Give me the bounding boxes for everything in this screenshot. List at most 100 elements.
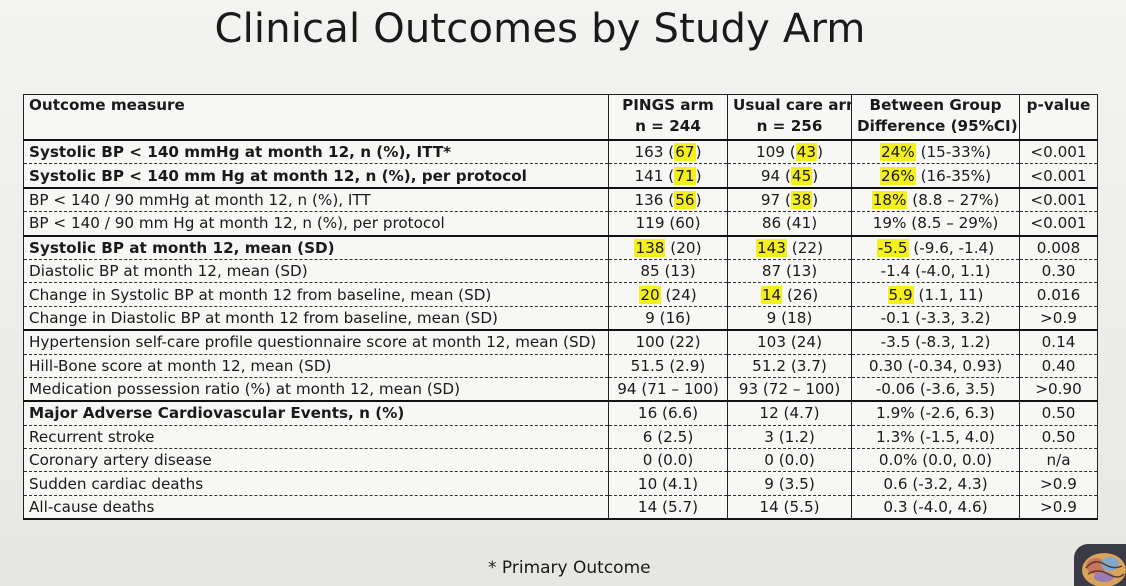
highlight: -5.5 — [876, 238, 909, 257]
table-row: BP < 140 / 90 mm Hg at month 12, n (%), … — [23, 211, 1098, 237]
group-difference-value: 26% (16-35%) — [851, 163, 1020, 189]
table-row: Systolic BP at month 12, mean (SD) 138 (2… — [23, 234, 1098, 260]
table-row: Coronary artery disease 0 (0.0) 0 (0.0) 0.0… — [23, 448, 1098, 473]
group-difference-value: -5.5 (-9.6, -1.4) — [851, 234, 1020, 260]
pings-arm-value: 51.5 (2.9) — [608, 353, 728, 378]
pings-arm-value: 141 (71) — [608, 163, 728, 189]
usual-care-value: 86 (41) — [727, 211, 852, 237]
usual-care-value: 12 (4.7) — [727, 400, 852, 426]
table-row: Medication possession ratio (%) at month… — [23, 376, 1098, 402]
pings-arm-value: 163 (67) — [608, 139, 728, 165]
outcome-label: Systolic BP at month 12, mean (SD) — [23, 234, 609, 260]
usual-care-value: 3 (1.2) — [727, 424, 852, 450]
usual-care-value: 14 (26) — [727, 282, 852, 307]
highlight: 143 — [755, 238, 787, 257]
usual-care-value: 0 (0.0) — [727, 448, 852, 473]
highlight: 67 — [674, 143, 696, 162]
table-row: Change in Diastolic BP at month 12 from … — [23, 305, 1098, 331]
footnote: * Primary Outcome — [488, 558, 651, 578]
highlight: 43 — [795, 143, 818, 162]
pings-arm-value: 85 (13) — [608, 258, 728, 284]
usual-care-value: 93 (72 – 100) — [727, 376, 852, 402]
group-difference-value: 18% (8.8 – 27%) — [851, 186, 1020, 213]
usual-care-value: 9 (3.5) — [727, 471, 852, 496]
p-value: <0.001 — [1019, 186, 1098, 213]
pings-arm-value: 20 (24) — [608, 282, 728, 307]
table-row: Hill-Bone score at month 12, mean (SD) 51… — [23, 353, 1098, 378]
p-value: n/a — [1019, 448, 1098, 473]
table-row: All-cause deaths 14 (5.7) 14 (5.5) 0.3 (-4.… — [23, 494, 1098, 521]
group-difference-value: 0.0% (0.0, 0.0) — [851, 448, 1020, 473]
p-value: 0.14 — [1019, 329, 1098, 355]
highlight: 45 — [790, 166, 813, 185]
pings-arm-value: 100 (22) — [608, 329, 728, 355]
usual-care-value: 14 (5.5) — [727, 494, 852, 521]
header-between-group-difference: Between Group Difference (95%CI) — [851, 94, 1020, 141]
usual-care-value: 51.2 (3.7) — [727, 353, 852, 378]
group-difference-value: -1.4 (-4.0, 1.1) — [851, 258, 1020, 284]
slide-title: Clinical Outcomes by Study Arm — [214, 6, 866, 52]
outcome-label: Change in Systolic BP at month 12 from b… — [23, 282, 609, 307]
p-value: 0.50 — [1019, 400, 1098, 426]
outcome-label: Coronary artery disease — [23, 448, 609, 473]
group-difference-value: 19% (8.5 – 29%) — [851, 211, 1020, 237]
pings-arm-value: 6 (2.5) — [608, 424, 728, 450]
header-pings-arm: PINGS arm n = 244 — [608, 94, 728, 141]
p-value: >0.90 — [1019, 376, 1098, 402]
highlight: 5.9 — [887, 285, 914, 304]
outcome-label: BP < 140 / 90 mmHg at month 12, n (%), I… — [23, 186, 609, 213]
group-difference-value: 1.9% (-2.6, 6.3) — [851, 400, 1020, 426]
p-value: >0.9 — [1019, 305, 1098, 331]
header-usual-care-arm: Usual care arm n = 256 — [727, 94, 852, 141]
table-row: Recurrent stroke 6 (2.5) 3 (1.2) 1.3% (-1.5… — [23, 424, 1098, 450]
pings-arm-value: 9 (16) — [608, 305, 728, 331]
pings-arm-value: 138 (20) — [608, 234, 728, 260]
table-header: Outcome measure PINGS arm n = 244 Usual c… — [23, 94, 1098, 141]
highlight: 26% — [879, 166, 916, 185]
p-value: 0.40 — [1019, 353, 1098, 378]
p-value: 0.016 — [1019, 282, 1098, 307]
table-row: Sudden cardiac deaths 10 (4.1) 9 (3.5) 0.6 … — [23, 471, 1098, 496]
p-value: >0.9 — [1019, 471, 1098, 496]
table-row: Systolic BP < 140 mm Hg at month 12, n (… — [23, 163, 1098, 189]
usual-care-value: 97 (38) — [727, 186, 852, 213]
table-row: Systolic BP < 140 mmHg at month 12, n (%… — [23, 139, 1098, 165]
highlight: 20 — [639, 285, 661, 304]
p-value: <0.001 — [1019, 211, 1098, 237]
outcomes-table: Outcome measure PINGS arm n = 244 Usual c… — [23, 94, 1098, 521]
table-row: Change in Systolic BP at month 12 from b… — [23, 282, 1098, 307]
usual-care-value: 103 (24) — [727, 329, 852, 355]
usual-care-value: 94 (45) — [727, 163, 852, 189]
pings-arm-value: 16 (6.6) — [608, 400, 728, 426]
outcome-label: Major Adverse Cardiovascular Events, n (… — [23, 400, 609, 426]
pings-arm-value: 0 (0.0) — [608, 448, 728, 473]
highlight: 14 — [760, 285, 783, 304]
usual-care-value: 87 (13) — [727, 258, 852, 284]
outcome-label: Hill-Bone score at month 12, mean (SD) — [23, 353, 609, 378]
header-outcome-measure: Outcome measure — [23, 94, 609, 141]
pings-arm-value: 119 (60) — [608, 211, 728, 237]
highlight: 71 — [674, 166, 696, 185]
table-row: Diastolic BP at month 12, mean (SD) 85 (1… — [23, 258, 1098, 284]
pings-arm-value: 10 (4.1) — [608, 471, 728, 496]
outcome-label: Hypertension self-care profile questionn… — [23, 329, 609, 355]
pings-arm-value: 136 (56) — [608, 186, 728, 213]
highlight: 38 — [790, 190, 813, 209]
p-value: 0.30 — [1019, 258, 1098, 284]
highlight: 138 — [634, 238, 666, 257]
outcome-label: Systolic BP < 140 mmHg at month 12, n (%… — [23, 139, 609, 165]
group-difference-value: -0.06 (-3.6, 3.5) — [851, 376, 1020, 402]
table-row: Hypertension self-care profile questionn… — [23, 329, 1098, 355]
outcome-label: All-cause deaths — [23, 494, 609, 521]
p-value: 0.008 — [1019, 234, 1098, 260]
outcome-label: Medication possession ratio (%) at month… — [23, 376, 609, 402]
usual-care-value: 109 (43) — [727, 139, 852, 165]
group-difference-value: 0.6 (-3.2, 4.3) — [851, 471, 1020, 496]
usual-care-value: 143 (22) — [727, 234, 852, 260]
p-value: 0.50 — [1019, 424, 1098, 450]
group-difference-value: 0.3 (-4.0, 4.6) — [851, 494, 1020, 521]
outcome-label: Systolic BP < 140 mm Hg at month 12, n (… — [23, 163, 609, 189]
outcome-label: Sudden cardiac deaths — [23, 471, 609, 496]
outcome-label: Change in Diastolic BP at month 12 from … — [23, 305, 609, 331]
group-difference-value: 1.3% (-1.5, 4.0) — [851, 424, 1020, 450]
